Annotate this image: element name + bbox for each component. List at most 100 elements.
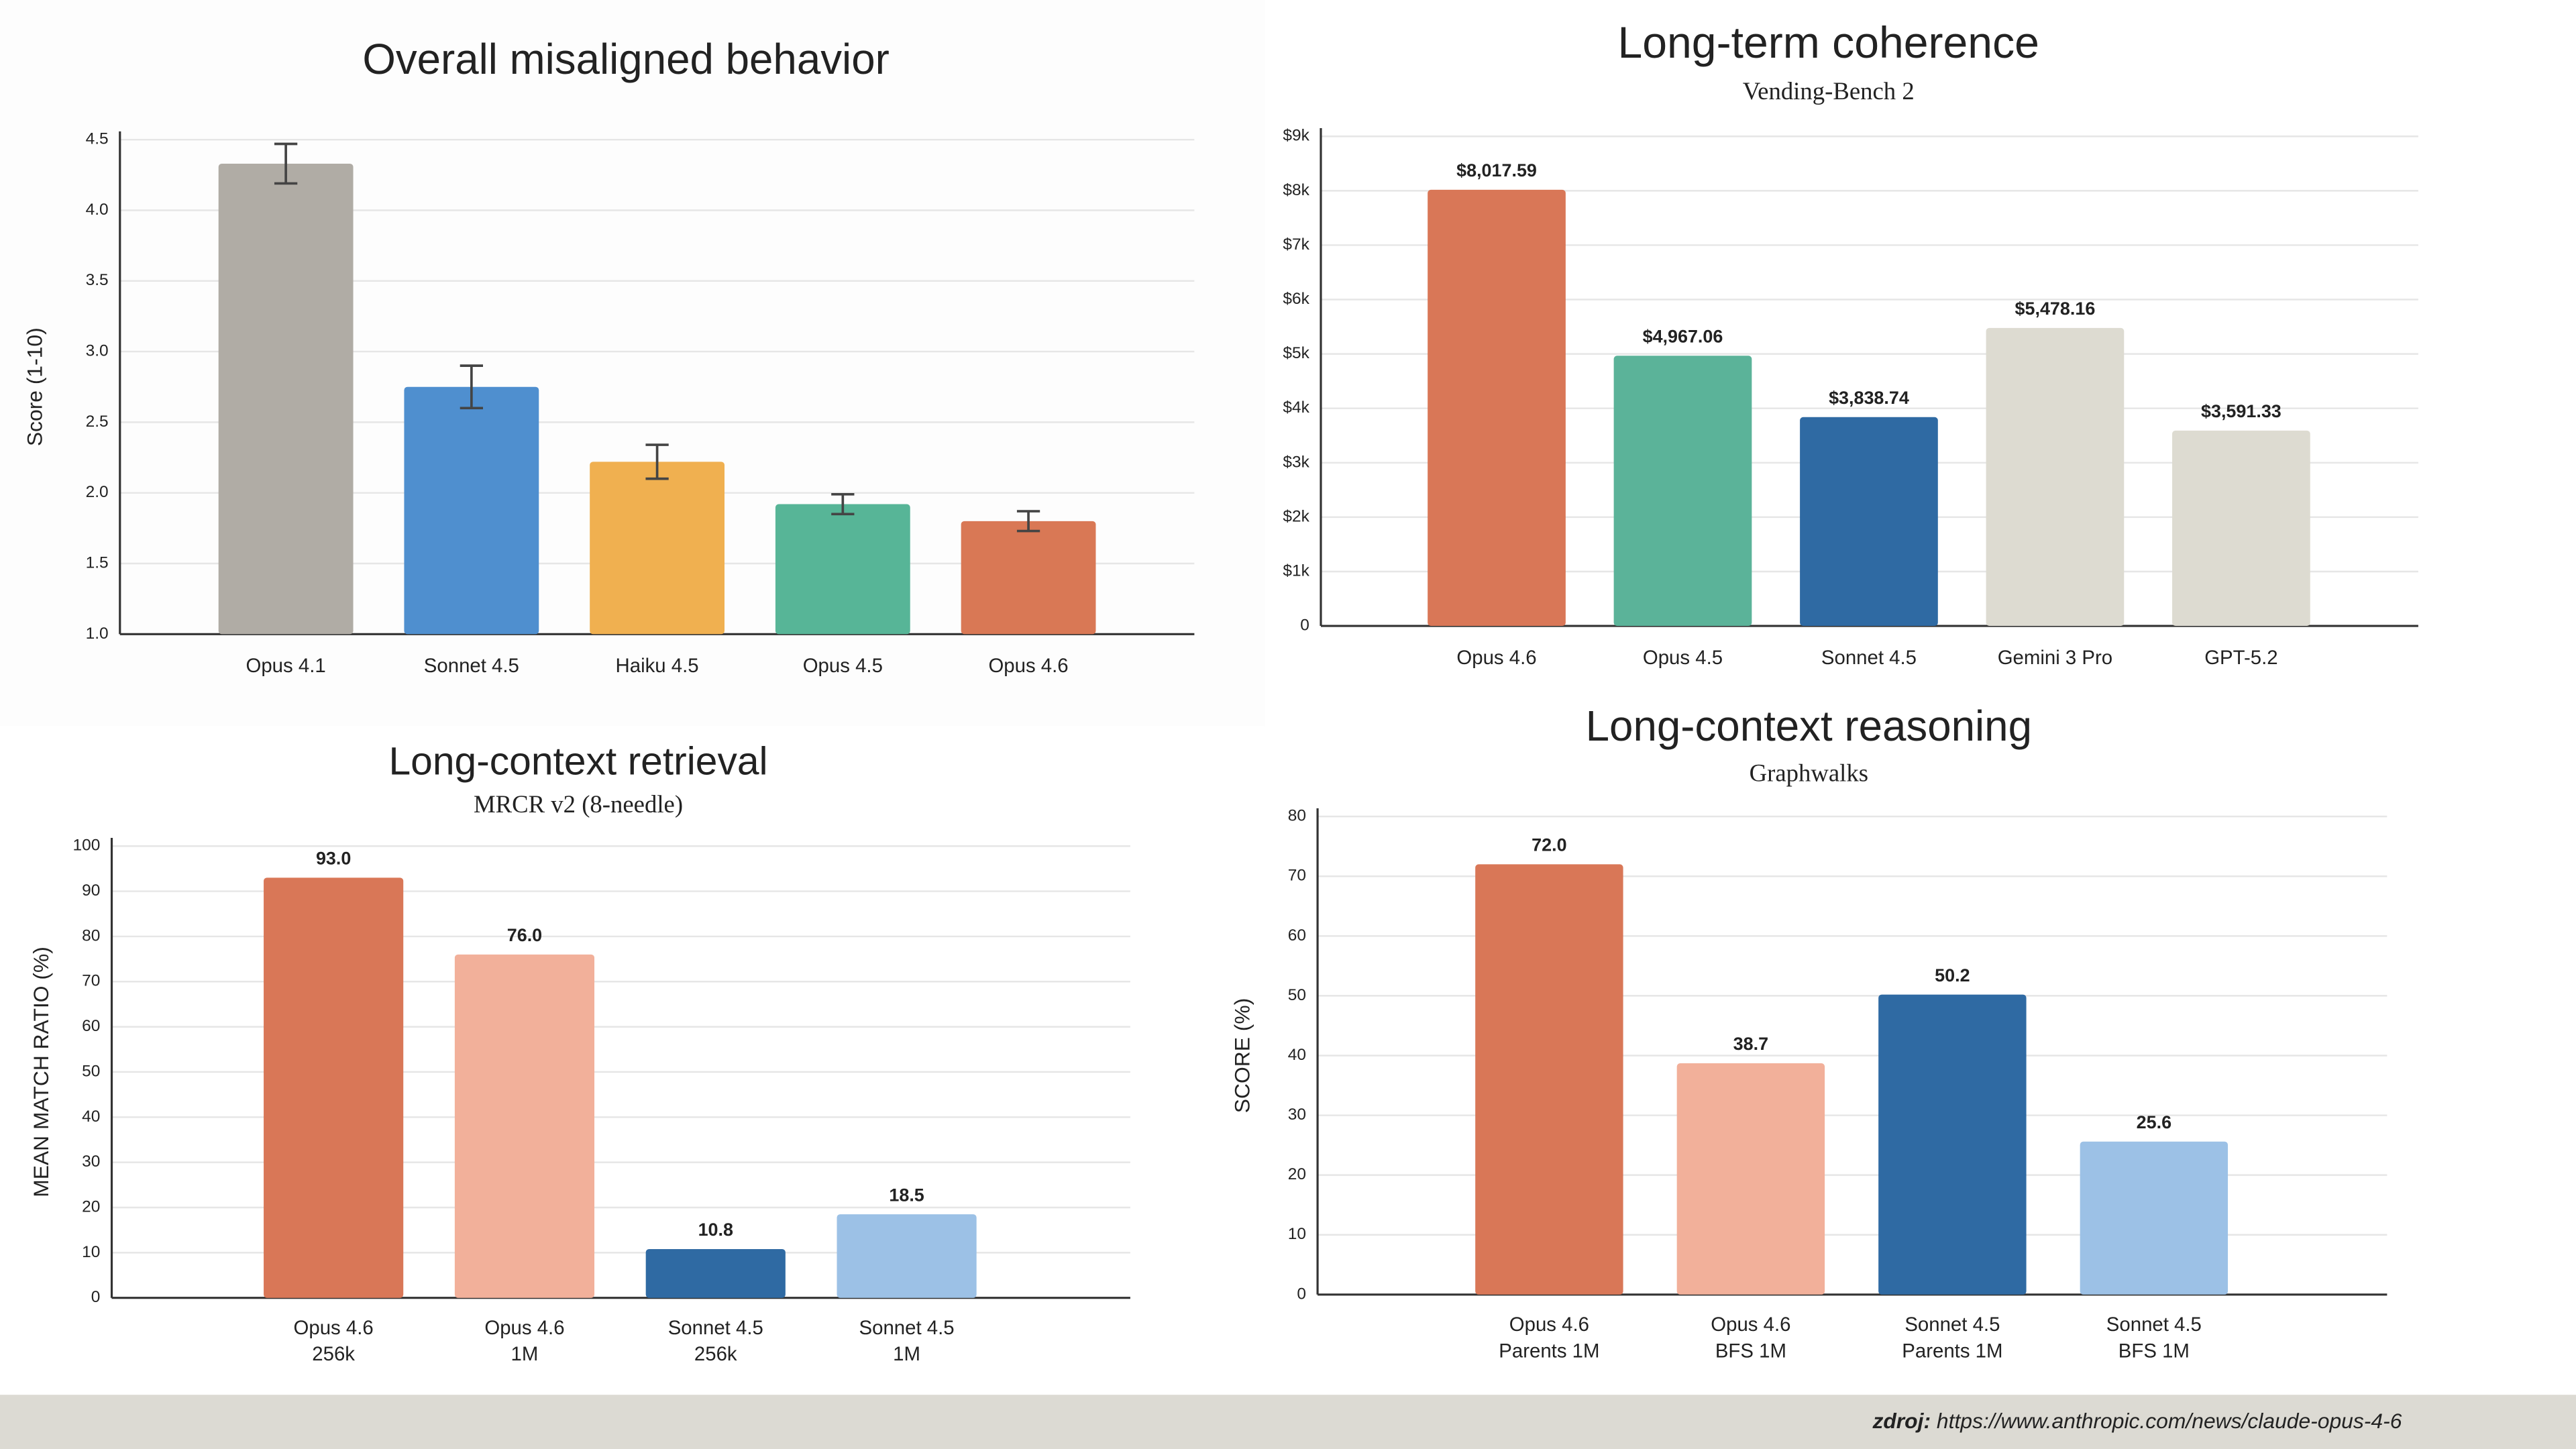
y-axis-label: SCORE (%) [1230, 998, 1254, 1114]
y-tick-label: 70 [1288, 867, 1306, 885]
y-tick-label: 20 [1288, 1165, 1306, 1183]
x-tick-label: Opus 4.6 [1456, 647, 1536, 669]
value-label: 93.0 [316, 849, 351, 869]
bar [1800, 417, 1938, 627]
y-tick-label: 40 [1288, 1046, 1306, 1064]
x-tick-label: Opus 4.6 [1711, 1313, 1790, 1336]
error-bar [831, 492, 855, 516]
chart-subtitle: Graphwalks [1750, 759, 1868, 786]
value-label: 76.0 [507, 925, 542, 945]
bar [1428, 189, 1566, 627]
bar [775, 504, 910, 635]
y-tick-label: 3.5 [86, 271, 109, 289]
chart-title: Overall misaligned behavior [362, 36, 889, 83]
value-label: 10.8 [698, 1220, 733, 1240]
x-tick-label: Gemini 3 Pro [1998, 647, 2112, 669]
y-tick-label: 80 [82, 926, 100, 945]
x-tick-label: Sonnet 4.5 [859, 1317, 955, 1339]
y-tick-label: 100 [73, 837, 101, 855]
chart-subtitle: MRCR v2 (8-needle) [474, 790, 683, 818]
value-label: 38.7 [1733, 1034, 1768, 1054]
bar [404, 386, 539, 635]
y-tick-label: 10 [82, 1243, 100, 1261]
x-tick-label: 256k [312, 1343, 355, 1365]
chart-title: Long-context retrieval [388, 739, 767, 783]
chart-title: Long-term coherence [1618, 18, 2039, 68]
x-tick-label: Opus 4.6 [988, 655, 1068, 677]
source: zdroj: https://www.anthropic.com/news/cl… [1872, 1409, 2402, 1433]
value-label: $4,967.06 [1643, 326, 1723, 346]
x-tick-label: Sonnet 4.5 [424, 655, 519, 677]
y-tick-label: 20 [82, 1197, 100, 1216]
error-bar [1016, 510, 1040, 533]
error-bar [460, 364, 483, 410]
bar [1878, 994, 2027, 1295]
x-tick-label: 1M [893, 1343, 920, 1365]
bar [2172, 430, 2310, 627]
value-label: 25.6 [2137, 1112, 2171, 1132]
value-label: $3,838.74 [1829, 388, 1909, 408]
bar [1613, 356, 1752, 627]
value-label: $8,017.59 [1456, 160, 1537, 180]
bar [590, 462, 724, 635]
y-tick-label: 0 [1300, 616, 1309, 635]
y-tick-label: $6k [1283, 290, 1309, 308]
y-tick-label: 60 [82, 1017, 100, 1035]
y-tick-label: 80 [1288, 807, 1306, 825]
x-tick-label: 1M [511, 1343, 539, 1365]
x-tick-label: Opus 4.5 [1643, 647, 1723, 669]
y-tick-label: 2.0 [86, 483, 109, 501]
chart-title: Long-context reasoning [1586, 702, 2032, 750]
y-tick-label: $3k [1283, 453, 1309, 471]
bar [1986, 327, 2125, 627]
x-tick-label: BFS 1M [1715, 1340, 1786, 1362]
bar [837, 1214, 977, 1298]
bar [2080, 1141, 2229, 1295]
error-bar [274, 142, 298, 185]
value-label: 18.5 [889, 1185, 924, 1205]
y-tick-label: 3.0 [86, 342, 109, 360]
value-label: 72.0 [1532, 835, 1566, 855]
value-label: $5,478.16 [2015, 299, 2096, 319]
x-tick-label: GPT-5.2 [2204, 647, 2277, 669]
x-tick-label: Parents 1M [1902, 1340, 2002, 1362]
y-tick-label: 4.5 [86, 130, 109, 148]
chart-subtitle: Vending-Bench 2 [1743, 77, 1915, 105]
y-tick-label: 70 [82, 972, 100, 990]
y-tick-label: 50 [82, 1062, 100, 1080]
y-tick-label: $4k [1283, 398, 1309, 417]
y-tick-label: 0 [91, 1288, 101, 1306]
x-tick-label: Opus 4.6 [294, 1317, 374, 1339]
y-tick-label: $8k [1283, 181, 1309, 199]
x-tick-label: Opus 4.6 [484, 1317, 564, 1339]
x-tick-label: Haiku 4.5 [616, 655, 699, 677]
y-tick-label: 90 [82, 881, 100, 900]
x-tick-label: Parents 1M [1499, 1340, 1599, 1362]
y-axis-label: Score (1-10) [22, 327, 46, 446]
y-tick-label: 30 [82, 1152, 100, 1171]
y-tick-label: $7k [1283, 235, 1309, 254]
y-tick-label: $2k [1283, 507, 1309, 525]
y-tick-label: 30 [1288, 1106, 1306, 1124]
source-label: zdroj: [1872, 1409, 1931, 1433]
value-label: 50.2 [1935, 965, 1970, 985]
y-axis-label: MEAN MATCH RATIO (%) [29, 947, 53, 1197]
y-tick-label: $1k [1283, 561, 1309, 580]
x-tick-label: 256k [694, 1343, 737, 1365]
x-tick-label: Opus 4.6 [1509, 1313, 1589, 1336]
y-tick-label: 1.5 [86, 553, 109, 572]
bar [1475, 864, 1623, 1295]
bar [1676, 1063, 1825, 1295]
bar [645, 1248, 786, 1298]
bar [264, 877, 404, 1298]
x-tick-label: Sonnet 4.5 [668, 1317, 763, 1339]
y-tick-label: 50 [1288, 986, 1306, 1004]
footer-band [0, 1395, 2576, 1449]
value-label: $3,591.33 [2201, 401, 2282, 421]
bar [454, 954, 595, 1298]
y-tick-label: 0 [1297, 1285, 1306, 1303]
x-tick-label: Sonnet 4.5 [1904, 1313, 2000, 1336]
x-tick-label: Sonnet 4.5 [1821, 647, 1917, 669]
x-tick-label: Opus 4.1 [246, 655, 326, 677]
